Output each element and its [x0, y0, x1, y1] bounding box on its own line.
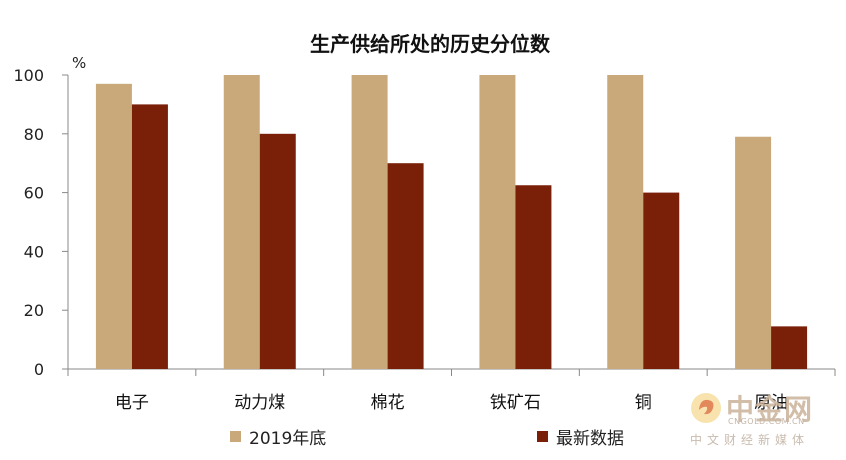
bar	[131, 104, 168, 370]
legend-swatch	[230, 430, 241, 442]
bar	[771, 326, 808, 369]
x-axis: 电子 动力煤 棉花 铁矿石 铜 原油	[67, 368, 836, 413]
x-tick-label: 原油	[754, 393, 788, 413]
y-tick-label: 60	[24, 184, 44, 203]
bar	[515, 185, 552, 369]
bar	[259, 133, 296, 369]
y-axis-unit: %	[72, 54, 86, 72]
bar	[387, 163, 424, 369]
chart-title: 生产供给所处的历史分位数	[310, 32, 551, 56]
legend-label: 最新数据	[556, 428, 624, 449]
gold-logo-icon	[691, 393, 721, 423]
watermark-name: 中金网	[726, 393, 814, 426]
bar	[351, 75, 388, 369]
legend-item-series-2: 最新数据	[537, 424, 624, 449]
bar	[223, 75, 260, 369]
x-tick-label: 铜	[635, 393, 652, 413]
legend-swatch	[537, 430, 548, 442]
watermark: 中金网 CNGOLD.COM.CN 中文财经新媒体	[688, 388, 838, 448]
y-tick-label: 80	[24, 125, 44, 144]
y-tick-label: 40	[24, 242, 44, 261]
bar	[479, 75, 516, 369]
watermark-tagline: 中文财经新媒体	[690, 433, 810, 447]
watermark-url: CNGOLD.COM.CN	[728, 417, 805, 426]
x-tick-label: 棉花	[371, 393, 405, 413]
legend-label: 2019年底	[249, 428, 327, 449]
bar	[735, 136, 772, 369]
bars	[95, 75, 808, 370]
x-tick-label: 电子	[115, 393, 149, 413]
y-tick-label: 0	[34, 360, 44, 379]
y-axis: 0 20 40 60 80 100	[13, 66, 69, 379]
bar	[607, 75, 644, 369]
legend-item-series-1: 2019年底	[230, 424, 327, 449]
x-tick-label: 动力煤	[234, 393, 285, 413]
y-tick-label: 100	[13, 66, 44, 85]
bar	[95, 83, 132, 369]
y-tick-label: 20	[24, 301, 44, 320]
x-tick-label: 铁矿石	[490, 393, 541, 413]
bar	[643, 192, 680, 369]
